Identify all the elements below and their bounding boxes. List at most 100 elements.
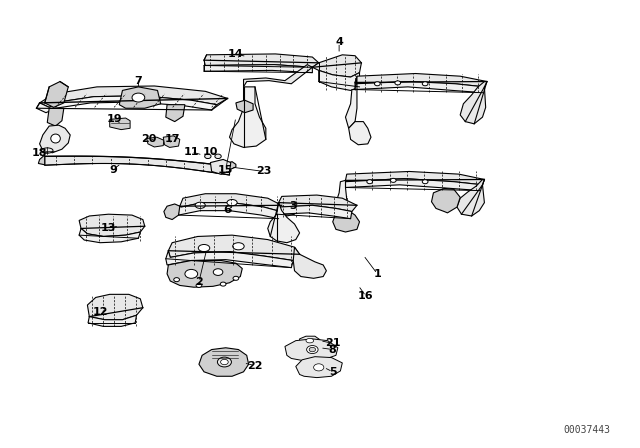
Text: 2: 2 bbox=[195, 277, 203, 287]
Polygon shape bbox=[204, 54, 319, 67]
Text: 11: 11 bbox=[184, 147, 199, 157]
Text: 6: 6 bbox=[223, 205, 232, 215]
Ellipse shape bbox=[195, 202, 205, 208]
Polygon shape bbox=[236, 100, 253, 113]
Text: 7: 7 bbox=[134, 76, 142, 86]
Polygon shape bbox=[276, 205, 352, 219]
Polygon shape bbox=[312, 55, 362, 77]
Text: 20: 20 bbox=[141, 134, 157, 143]
Polygon shape bbox=[166, 105, 185, 121]
Text: 16: 16 bbox=[358, 291, 374, 301]
Ellipse shape bbox=[422, 180, 428, 184]
Polygon shape bbox=[431, 188, 460, 213]
Polygon shape bbox=[109, 118, 130, 129]
Polygon shape bbox=[346, 76, 357, 128]
Polygon shape bbox=[166, 251, 293, 267]
Polygon shape bbox=[346, 172, 484, 185]
Polygon shape bbox=[355, 73, 487, 87]
Ellipse shape bbox=[42, 148, 53, 153]
Polygon shape bbox=[333, 208, 360, 232]
Text: 18: 18 bbox=[32, 148, 47, 158]
Ellipse shape bbox=[173, 278, 179, 282]
Ellipse shape bbox=[306, 338, 314, 343]
Ellipse shape bbox=[374, 82, 380, 86]
Text: 12: 12 bbox=[92, 307, 108, 317]
Polygon shape bbox=[223, 162, 236, 170]
Polygon shape bbox=[244, 65, 312, 87]
Polygon shape bbox=[349, 121, 371, 145]
Polygon shape bbox=[147, 137, 164, 147]
Text: 13: 13 bbox=[100, 223, 116, 233]
Polygon shape bbox=[167, 260, 243, 287]
Ellipse shape bbox=[215, 154, 221, 159]
Ellipse shape bbox=[309, 347, 316, 352]
Ellipse shape bbox=[198, 245, 210, 252]
Ellipse shape bbox=[314, 364, 324, 371]
Text: 9: 9 bbox=[109, 165, 117, 175]
Text: 4: 4 bbox=[335, 37, 343, 47]
Polygon shape bbox=[45, 82, 68, 108]
Text: 15: 15 bbox=[218, 165, 234, 175]
Polygon shape bbox=[88, 315, 136, 327]
Polygon shape bbox=[79, 214, 145, 237]
Polygon shape bbox=[278, 195, 357, 211]
Polygon shape bbox=[180, 194, 282, 211]
Text: 1: 1 bbox=[374, 269, 381, 279]
Ellipse shape bbox=[367, 180, 372, 184]
Text: 21: 21 bbox=[325, 338, 340, 348]
Polygon shape bbox=[47, 108, 64, 126]
Polygon shape bbox=[38, 155, 45, 165]
Text: 3: 3 bbox=[289, 201, 297, 211]
Text: 17: 17 bbox=[164, 134, 180, 143]
Text: 5: 5 bbox=[329, 367, 337, 377]
Ellipse shape bbox=[205, 154, 211, 159]
Text: 10: 10 bbox=[203, 147, 218, 157]
Polygon shape bbox=[45, 156, 230, 175]
Text: 8: 8 bbox=[329, 345, 337, 354]
Polygon shape bbox=[164, 204, 180, 220]
Ellipse shape bbox=[390, 178, 396, 182]
Text: 23: 23 bbox=[256, 167, 271, 177]
Ellipse shape bbox=[227, 199, 237, 206]
Polygon shape bbox=[280, 204, 296, 216]
Polygon shape bbox=[346, 179, 483, 190]
Text: 14: 14 bbox=[228, 49, 244, 59]
Polygon shape bbox=[355, 82, 484, 93]
Ellipse shape bbox=[233, 276, 239, 280]
Ellipse shape bbox=[51, 134, 60, 143]
Polygon shape bbox=[457, 180, 484, 216]
Text: 19: 19 bbox=[107, 114, 123, 125]
Polygon shape bbox=[36, 96, 217, 113]
Polygon shape bbox=[336, 181, 349, 215]
Ellipse shape bbox=[185, 269, 198, 278]
Ellipse shape bbox=[233, 243, 244, 250]
Ellipse shape bbox=[196, 284, 202, 288]
Text: 00037443: 00037443 bbox=[563, 426, 610, 435]
Polygon shape bbox=[285, 339, 338, 361]
Ellipse shape bbox=[221, 359, 228, 365]
Polygon shape bbox=[293, 247, 326, 278]
Ellipse shape bbox=[213, 269, 223, 276]
Ellipse shape bbox=[395, 81, 401, 85]
Polygon shape bbox=[268, 202, 300, 243]
Polygon shape bbox=[211, 159, 231, 174]
Ellipse shape bbox=[132, 93, 145, 102]
Polygon shape bbox=[168, 235, 300, 260]
Ellipse shape bbox=[220, 282, 226, 286]
Polygon shape bbox=[88, 294, 143, 320]
Polygon shape bbox=[319, 70, 360, 90]
Polygon shape bbox=[300, 336, 320, 346]
Polygon shape bbox=[230, 87, 266, 147]
Ellipse shape bbox=[307, 345, 318, 353]
Polygon shape bbox=[40, 86, 228, 108]
Polygon shape bbox=[163, 136, 180, 147]
Polygon shape bbox=[204, 65, 312, 73]
Text: 22: 22 bbox=[247, 361, 263, 370]
Ellipse shape bbox=[218, 357, 232, 367]
Polygon shape bbox=[119, 87, 161, 108]
Polygon shape bbox=[79, 228, 140, 243]
Polygon shape bbox=[199, 348, 248, 376]
Polygon shape bbox=[296, 357, 342, 378]
Polygon shape bbox=[40, 125, 70, 153]
Polygon shape bbox=[460, 82, 487, 124]
